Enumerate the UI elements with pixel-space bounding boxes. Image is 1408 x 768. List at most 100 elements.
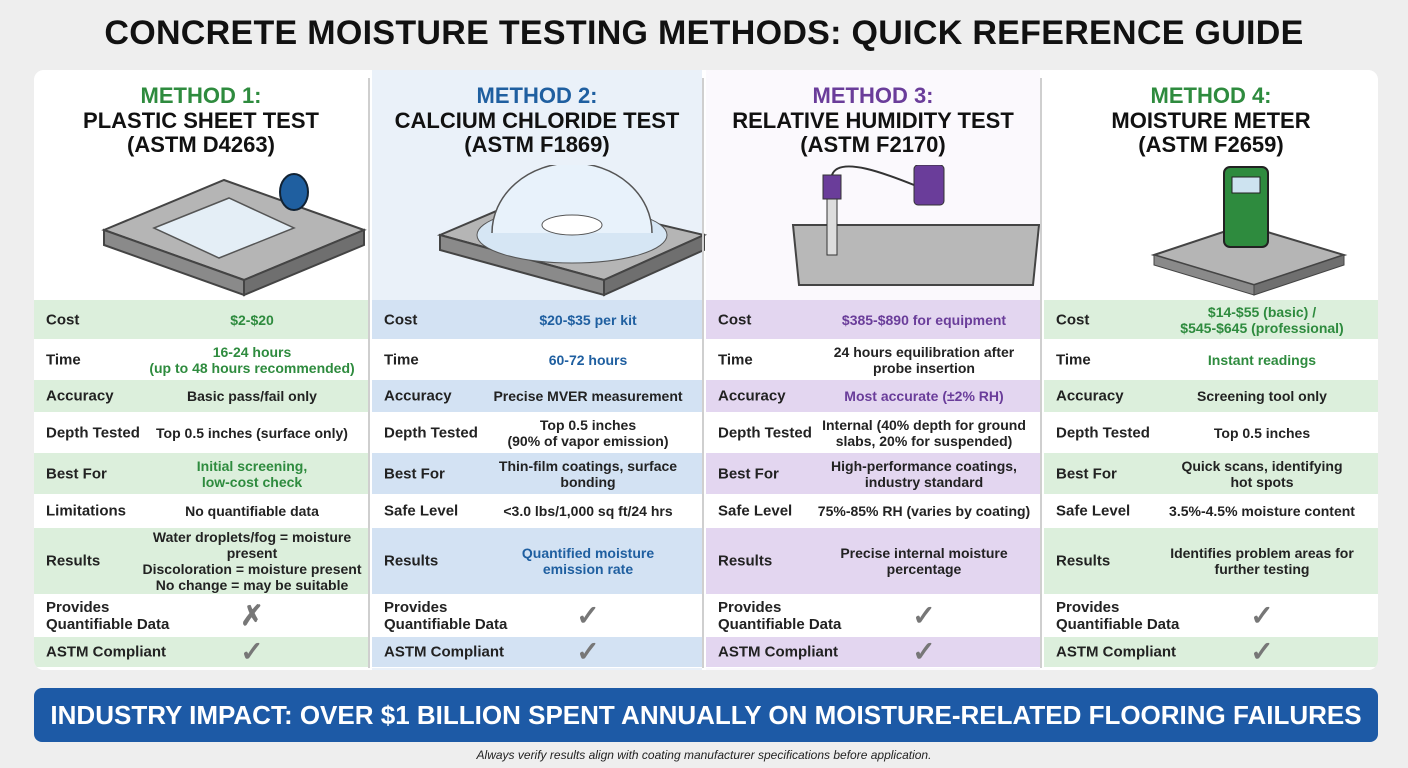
status-icon: ✓: [576, 599, 600, 631]
method-standard: (ASTM F1869): [464, 132, 610, 157]
table-row: Best For Initial screening, low-cost chec…: [34, 453, 368, 495]
row-label: Results: [384, 552, 439, 570]
row-label: Accuracy: [46, 387, 114, 405]
row-label: Provides Quantifiable Data: [718, 598, 842, 633]
row-value: Internal (40% depth for ground slabs, 20…: [822, 416, 1026, 449]
column-divider: [1040, 78, 1042, 668]
row-label: Results: [1056, 552, 1111, 570]
row-label: Best For: [1056, 465, 1117, 482]
method-label: METHOD 4:: [1150, 83, 1272, 108]
table-row: Accuracy Precise MVER measurement: [372, 380, 702, 413]
table-row: Accuracy Basic pass/fail only: [34, 380, 368, 413]
table-row: Depth Tested Top 0.5 inches (surface only…: [34, 413, 368, 453]
row-value: Water droplets/fog = moisture present Di…: [142, 529, 362, 593]
table-row: Accuracy Most accurate (±2% RH): [706, 380, 1040, 413]
row-value: Thin-film coatings, surface bonding: [498, 457, 678, 490]
method-name: RELATIVE HUMIDITY TEST: [732, 108, 1014, 133]
method-label: METHOD 1:: [140, 83, 262, 108]
table-row: Cost $20-$35 per kit: [372, 300, 702, 340]
plastic-sheet-illustration: [101, 173, 367, 297]
table-row: Time Instant readings: [1044, 340, 1378, 380]
table-row: Safe Level 3.5%-4.5% moisture content: [1044, 495, 1378, 528]
row-value: Precise internal moisture percentage: [840, 545, 1008, 577]
row-label: Cost: [718, 311, 752, 328]
row-label: Cost: [46, 311, 80, 328]
table-row: Safe Level 75%-85% RH (varies by coating): [706, 495, 1040, 528]
row-value: 75%-85% RH (varies by coating): [817, 503, 1031, 519]
row-label: ASTM Compliant: [384, 643, 504, 661]
row-value: Most accurate (±2% RH): [844, 388, 1004, 404]
row-label: Time: [384, 351, 419, 368]
method-label: METHOD 3:: [812, 83, 934, 108]
status-icon: ✓: [912, 599, 936, 631]
table-row: Best For High-performance coatings, indus…: [706, 453, 1040, 495]
row-label: Best For: [46, 465, 107, 482]
row-label: Results: [46, 552, 101, 570]
row-label: Provides Quantifiable Data: [1056, 598, 1180, 633]
row-value: High-performance coatings, industry stan…: [831, 457, 1017, 490]
row-value: Top 0.5 inches (surface only): [156, 424, 348, 441]
status-icon: ✓: [1250, 636, 1274, 667]
row-value: Top 0.5 inches: [1213, 424, 1311, 441]
table-row: Cost $385-$890 for equipment: [706, 300, 1040, 340]
row-label: Safe Level: [718, 502, 793, 520]
row-value: <3.0 lbs/1,000 sq ft/24 hrs: [503, 503, 673, 519]
status-icon: ✓: [576, 636, 600, 667]
row-value: Screening tool only: [1197, 388, 1327, 404]
table-row: Results Water droplets/fog = moisture pre…: [34, 528, 368, 595]
row-value: No quantifiable data: [185, 503, 319, 519]
table-row: Limitations No quantifiable data: [34, 495, 368, 528]
row-label: Time: [1056, 351, 1091, 368]
method-standard: (ASTM F2170): [800, 132, 946, 157]
row-label: Results: [718, 552, 773, 570]
row-label: ASTM Compliant: [718, 643, 838, 661]
table-row: ASTM Compliant ✓: [706, 637, 1040, 668]
row-label: Provides Quantifiable Data: [384, 598, 508, 633]
table-row: ASTM Compliant ✓: [1044, 637, 1378, 668]
row-label: Best For: [718, 465, 779, 482]
row-label: Accuracy: [1056, 387, 1124, 405]
row-value: Instant readings: [1207, 351, 1317, 368]
table-row: Provides Quantifiable Data ✓: [706, 595, 1040, 637]
table-row: Accuracy Screening tool only: [1044, 380, 1378, 413]
row-value: Initial screening, low-cost check: [196, 457, 308, 490]
rh-probe-illustration: [791, 165, 1041, 286]
method-standard: (ASTM D4263): [127, 132, 275, 157]
method-column: METHOD 1: PLASTIC SHEET TEST (ASTM D4263) C…: [34, 70, 368, 670]
table-row: ASTM Compliant ✓: [34, 637, 368, 668]
method-column: METHOD 2: CALCIUM CHLORIDE TEST (ASTM F186…: [372, 70, 702, 670]
row-label: Safe Level: [1056, 502, 1131, 520]
table-row: Results Identifies problem areas for furt…: [1044, 528, 1378, 595]
method-name: PLASTIC SHEET TEST: [83, 108, 319, 133]
method-label: METHOD 2:: [476, 83, 598, 108]
row-label: Time: [46, 351, 81, 368]
table-row: Provides Quantifiable Data ✗: [34, 595, 368, 637]
row-value: Basic pass/fail only: [187, 388, 317, 404]
row-label: Best For: [384, 465, 445, 482]
table-row: Depth Tested Top 0.5 inches (90% of vapor…: [372, 413, 702, 453]
row-value: Top 0.5 inches (90% of vapor emission): [507, 416, 669, 449]
status-icon: ✓: [240, 636, 264, 667]
moisture-meter-illustration: [1150, 166, 1348, 296]
row-label: Cost: [384, 311, 418, 328]
row-label: Time: [718, 351, 753, 368]
row-label: Limitations: [46, 502, 127, 520]
table-row: Results Precise internal moisture percent…: [706, 528, 1040, 595]
impact-banner: INDUSTRY IMPACT: OVER $1 BILLION SPENT A…: [34, 688, 1378, 742]
row-value: 24 hours equilibration after probe inser…: [833, 343, 1015, 376]
row-value: 60-72 hours: [548, 351, 628, 368]
row-label: Provides Quantifiable Data: [46, 598, 170, 633]
table-row: Provides Quantifiable Data ✓: [372, 595, 702, 637]
row-label: Accuracy: [718, 387, 786, 405]
comparison-panel: METHOD 4: MOISTURE METER (ASTM F2659) Cost $…: [34, 70, 1378, 670]
table-row: Best For Quick scans, identifying hot spo…: [1044, 453, 1378, 495]
column-divider: [702, 78, 704, 668]
table-row: Provides Quantifiable Data ✓: [1044, 595, 1378, 637]
row-label: Depth Tested: [718, 424, 812, 441]
table-row: Time 24 hours equilibration after probe i…: [706, 340, 1040, 380]
row-value: 16-24 hours (up to 48 hours recommended): [149, 343, 355, 376]
status-icon: ✓: [1250, 599, 1274, 631]
row-value: $2-$20: [230, 311, 274, 328]
row-value: $20-$35 per kit: [539, 311, 637, 328]
